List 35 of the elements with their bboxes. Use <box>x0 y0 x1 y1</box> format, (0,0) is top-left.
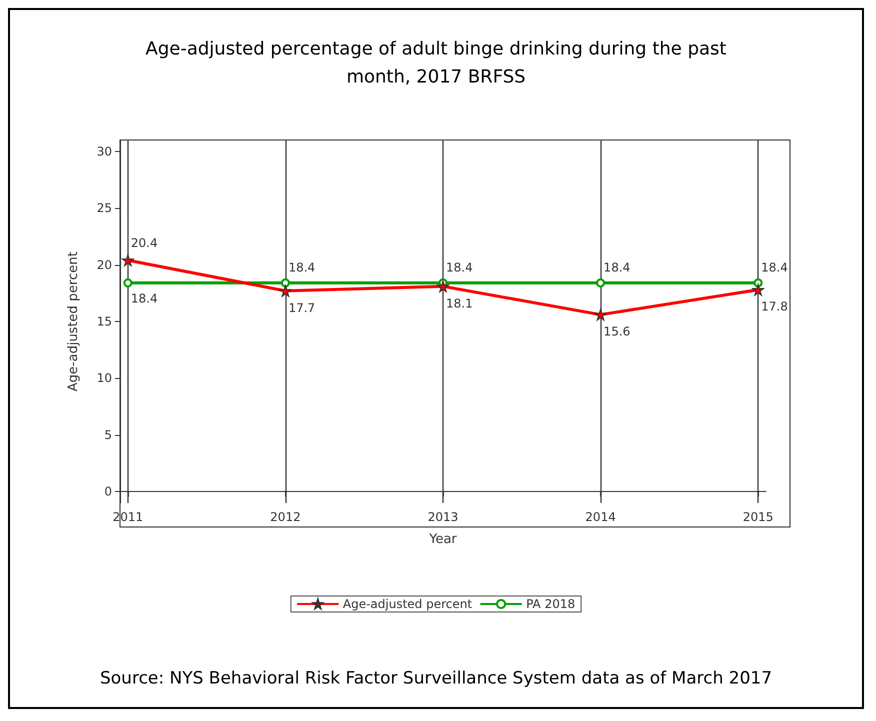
data-label: 17.7 <box>288 300 316 315</box>
y-axis-title: Age-adjusted percent <box>66 252 81 392</box>
point <box>594 308 607 321</box>
data-label: 18.4 <box>130 291 158 306</box>
y-tick-label: 25 <box>96 201 112 216</box>
point <box>752 284 764 296</box>
point <box>122 254 134 266</box>
y-tick-label: 20 <box>96 258 112 272</box>
y-tick-label: 5 <box>104 428 112 442</box>
point <box>279 284 292 297</box>
x-axis-title: Year <box>428 532 458 547</box>
x-tick-label: 2015 <box>742 510 774 524</box>
chart-title: Age-adjusted percentage of adult binge drinking during the past month, 2017 BRFSS <box>146 38 726 88</box>
data-label: 17.8 <box>761 300 788 314</box>
data-label: 18.4 <box>446 260 473 274</box>
y-tick-label: 10 <box>96 371 112 386</box>
point <box>280 278 290 288</box>
source-note: Source: NYS Behavioral Risk Factor Surveillance System data as of March 2017 <box>100 668 772 688</box>
y-tick-label: 30 <box>96 144 112 158</box>
data-label: 18.4 <box>761 260 788 274</box>
legend-label: Age-adjusted percent <box>342 597 472 611</box>
point <box>123 278 132 288</box>
point <box>596 278 606 288</box>
y-tick-label: 15 <box>96 314 112 328</box>
legend-label: PA 2018 <box>526 597 576 611</box>
x-tick-label: 2014 <box>585 510 616 524</box>
data-label: 18.1 <box>446 296 473 310</box>
data-label: 18.4 <box>604 260 630 274</box>
data-label: 18.4 <box>288 260 316 274</box>
x-tick-label: 2013 <box>428 510 458 524</box>
y-tick-label: 0 <box>104 484 112 499</box>
x-tick-label: 2012 <box>270 510 301 524</box>
data-label: 20.4 <box>130 236 158 250</box>
point <box>437 280 449 292</box>
data-label: 15.6 <box>604 324 630 339</box>
